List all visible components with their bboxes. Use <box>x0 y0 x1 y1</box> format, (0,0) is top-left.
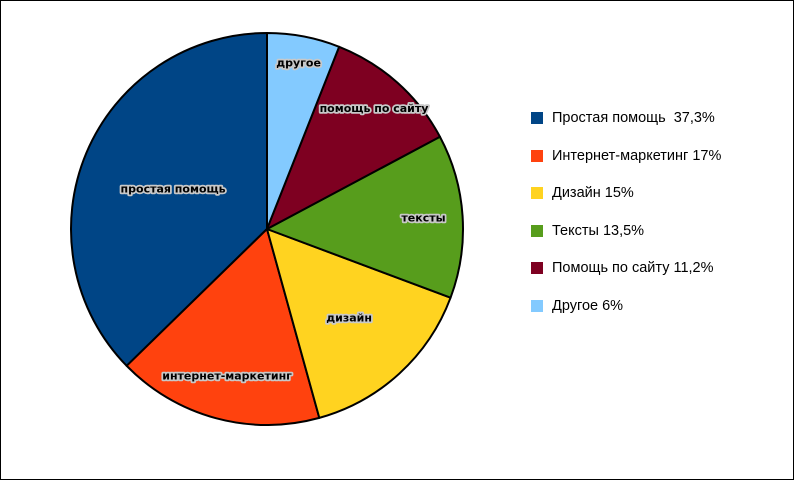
legend-label: Другое 6% <box>552 297 624 314</box>
legend-item: Помощь по сайту 11,2% <box>531 259 781 277</box>
legend-swatch <box>531 224 543 237</box>
legend-item: Интернет-маркетинг 17% <box>531 147 781 165</box>
pie-slice-тексты <box>266 135 464 299</box>
legend-label: Помощь по сайту 11,2% <box>552 260 714 276</box>
legend-item: Простая помощь 37,3% <box>531 109 781 127</box>
legend-swatch <box>531 187 543 199</box>
legend-swatch <box>531 299 543 312</box>
legend-item: Другое 6% <box>531 297 781 315</box>
pie-slice-дизайн <box>266 228 452 419</box>
slice-label-простая-помощь: простая помощь <box>121 182 226 195</box>
legend-swatch <box>531 112 543 124</box>
legend-label: Дизайн 15% <box>552 185 634 201</box>
legend-label: Интернет-маркетинг 17% <box>552 147 722 164</box>
pie-slice-интернет-маркетинг <box>125 228 321 426</box>
pie-slice-помощь-по-сайту <box>266 45 441 230</box>
legend-label: Простая помощь 37,3% <box>552 110 715 126</box>
pie-slice-другое <box>266 32 341 230</box>
pie-slices <box>70 32 464 426</box>
legend-swatch <box>531 149 543 162</box>
legend-item: Тексты 13,5% <box>531 222 781 240</box>
pie-slice-labels: простая помощь интернет-маркетинг дизайн те… <box>119 55 448 385</box>
pie-slice-простая-помощь <box>70 32 268 367</box>
slice-label-дизайн: дизайн <box>326 312 372 325</box>
legend-label: Тексты 13,5% <box>552 222 645 239</box>
legend-swatch <box>531 262 543 274</box>
slice-label-интернет-маркетинг: интернет-маркетинг <box>162 370 292 383</box>
legend: Простая помощь 37,3% Интернет-маркетинг … <box>531 109 781 334</box>
slice-label-помощь-по-сайту: помощь по сайту <box>320 102 429 115</box>
slice-label-другое: другое <box>276 56 321 69</box>
legend-item: Дизайн 15% <box>531 184 781 202</box>
slice-label-тексты: тексты <box>401 212 445 225</box>
